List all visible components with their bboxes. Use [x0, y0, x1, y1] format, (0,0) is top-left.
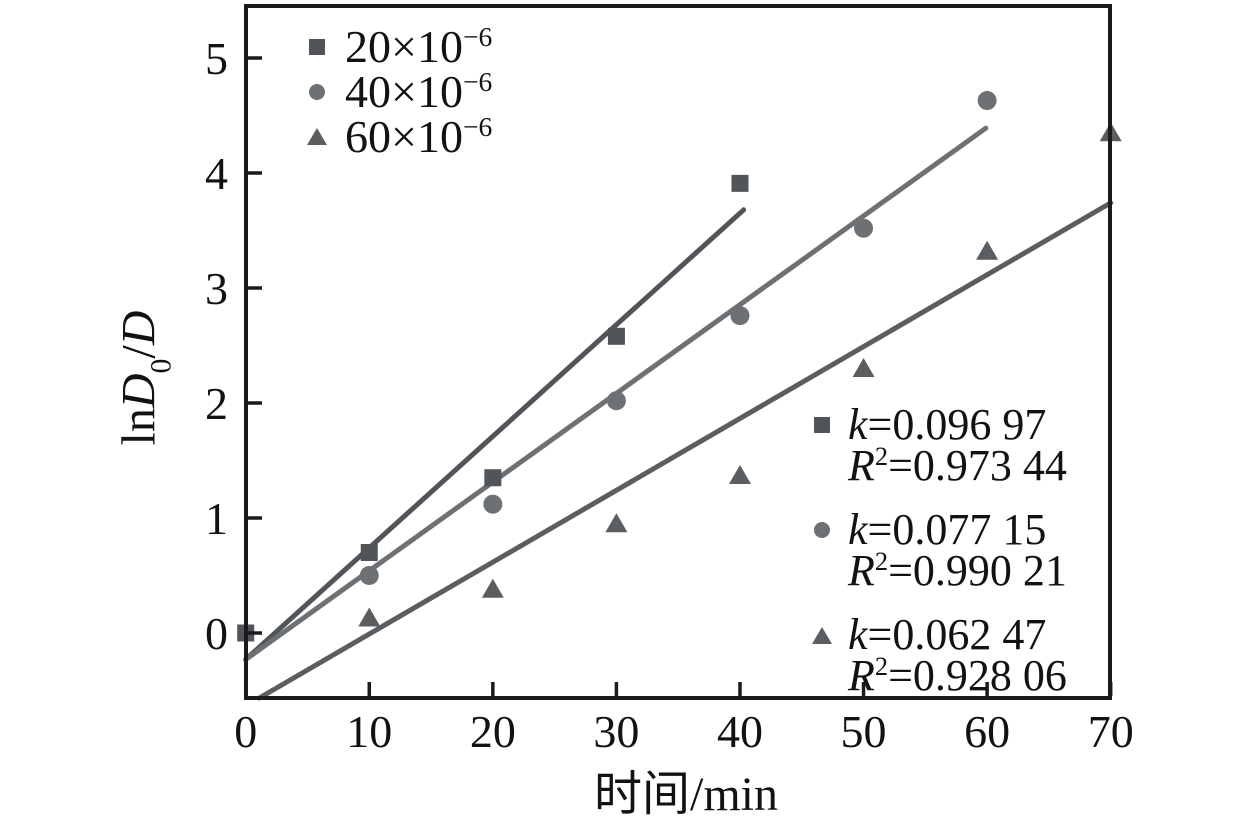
r2-number: =0.973 44 [888, 441, 1067, 490]
stat-group-square: k=0.096 97 R2=0.973 44 [810, 403, 1067, 492]
circle-marker-icon [309, 83, 325, 100]
y-tick-label: 1 [205, 493, 228, 544]
x-tick-label: 70 [1088, 706, 1134, 757]
k-symbol: k [848, 505, 868, 554]
y-axis-title: lnD0/D [112, 310, 178, 446]
legend-label-exponent: −6 [462, 21, 493, 53]
data-point-circle [483, 494, 503, 514]
data-point-triangle [605, 513, 628, 533]
y-tick-label: 5 [205, 33, 228, 84]
data-point-circle [977, 91, 997, 111]
y-tick-label: 4 [205, 148, 228, 199]
r2-number: =0.990 21 [888, 546, 1067, 595]
data-point-circle [606, 391, 626, 411]
circle-marker-icon [814, 522, 830, 538]
y-tick-label: 2 [205, 378, 228, 429]
x-tick-label: 50 [841, 706, 887, 757]
y-tick-label: 3 [205, 263, 228, 314]
x-tick-label: 30 [593, 706, 639, 757]
legend-item-40: 40×10−6 [306, 65, 493, 117]
k-number: =0.077 15 [867, 505, 1047, 554]
stat-group-triangle: k=0.062 47 R2=0.928 06 [810, 613, 1067, 702]
x-tick-label: 10 [346, 706, 392, 757]
k-symbol: k [848, 400, 868, 449]
data-point-circle [854, 218, 874, 238]
legend-item-60: 60×10−6 [306, 110, 493, 162]
triangle-marker-icon [307, 128, 327, 145]
legend-label-base: 40×10 [345, 65, 463, 117]
r2-value-circle: R2=0.990 21 [848, 546, 1067, 597]
fit-line-square [243, 207, 747, 662]
x-axis-title: 时间/min [593, 768, 779, 821]
r2-number: =0.928 06 [888, 651, 1067, 700]
r-symbol: R [848, 441, 875, 490]
data-point-square [360, 544, 378, 561]
data-point-triangle [852, 358, 875, 377]
data-point-triangle [728, 464, 751, 484]
square-marker-icon [814, 417, 830, 433]
k-number: =0.062 47 [867, 610, 1047, 659]
r-symbol: R [848, 546, 875, 595]
plot-frame [244, 4, 1112, 700]
data-point-triangle [358, 607, 381, 627]
fit-statistics: k=0.096 97 R2=0.973 44 k=0.077 15 R2=0.9… [810, 403, 1067, 719]
square-marker-icon [309, 38, 325, 55]
r2-value-square: R2=0.973 44 [848, 441, 1067, 492]
k-value-circle: k=0.077 15 [848, 508, 1067, 552]
r-exponent: 2 [874, 546, 889, 577]
x-tick-label: 40 [717, 706, 763, 757]
fit-line-triangle [256, 200, 1114, 701]
legend-label-exponent: −6 [462, 111, 493, 143]
r-symbol: R [848, 651, 875, 700]
legend: 20×10−6 40×10−6 60×10−6 [306, 20, 493, 162]
legend-label-base: 60×10 [345, 110, 463, 162]
x-tick-label: 0 [234, 706, 257, 757]
data-point-circle [359, 566, 379, 585]
k-value-square: k=0.096 97 [848, 403, 1067, 447]
legend-label-40: 40×10−6 [345, 65, 493, 117]
data-point-square [607, 327, 625, 345]
r-exponent: 2 [874, 441, 889, 472]
k-value-triangle: k=0.062 47 [848, 613, 1067, 657]
legend-label-exponent: −6 [462, 66, 493, 98]
stat-group-circle: k=0.077 15 R2=0.990 21 [810, 508, 1067, 597]
legend-item-20: 20×10−6 [306, 20, 493, 72]
data-point-square [484, 469, 502, 487]
legend-label-base: 20×10 [345, 20, 463, 72]
y-tick-label: 0 [205, 608, 228, 659]
x-tick-label: 60 [964, 706, 1010, 757]
x-tick-label: 20 [470, 706, 516, 757]
triangle-marker-icon [812, 627, 832, 644]
r2-value-triangle: R2=0.928 06 [848, 651, 1067, 702]
legend-label-20: 20×10−6 [345, 20, 493, 72]
k-symbol: k [848, 610, 868, 659]
data-point-circle [730, 306, 750, 326]
data-point-triangle [481, 578, 504, 598]
data-point-square [731, 174, 749, 192]
k-number: =0.096 97 [867, 400, 1047, 449]
data-point-triangle [976, 240, 999, 260]
r-exponent: 2 [874, 651, 889, 682]
legend-label-60: 60×10−6 [345, 110, 493, 162]
